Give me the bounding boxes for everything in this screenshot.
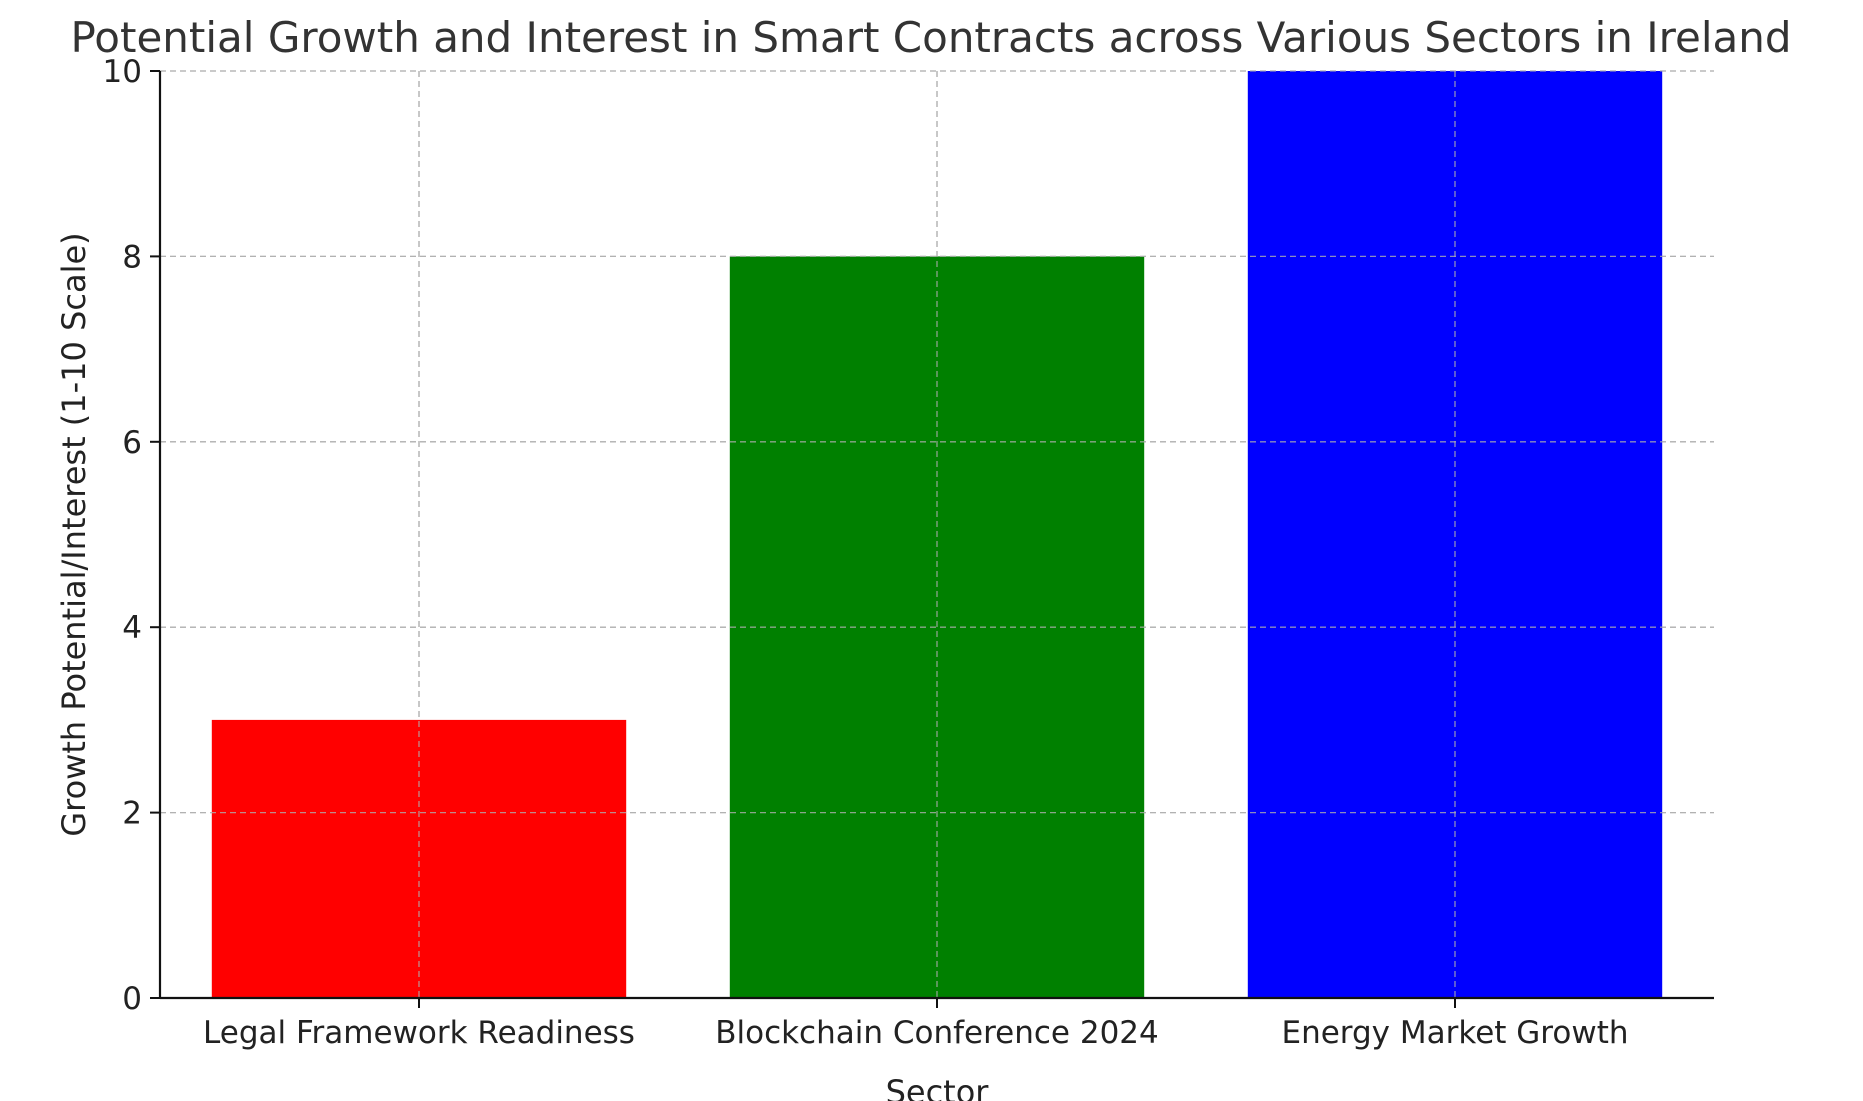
x-tick-label: Energy Market Growth (1281, 1015, 1628, 1051)
ticks: 0 2 4 6 8 10 Legal Framework Readiness Blockcha… (103, 54, 1629, 1051)
y-axis-label: Growth Potential/Interest (1-10 Scale) (55, 232, 93, 836)
x-tick-label: Blockchain Conference 2024 (715, 1015, 1159, 1051)
bars (160, 70, 1714, 998)
y-tick-label: 2 (122, 796, 142, 832)
x-axis-label: Sector (886, 1073, 990, 1101)
x-tick-label: Legal Framework Readiness (203, 1015, 635, 1051)
y-tick-label: 10 (103, 54, 142, 90)
y-tick-label: 6 (122, 425, 142, 461)
y-tick-label: 0 (122, 981, 142, 1017)
y-tick-label: 4 (122, 610, 142, 646)
y-tick-label: 8 (122, 239, 142, 275)
chart-title: Potential Growth and Interest in Smart C… (70, 13, 1791, 62)
